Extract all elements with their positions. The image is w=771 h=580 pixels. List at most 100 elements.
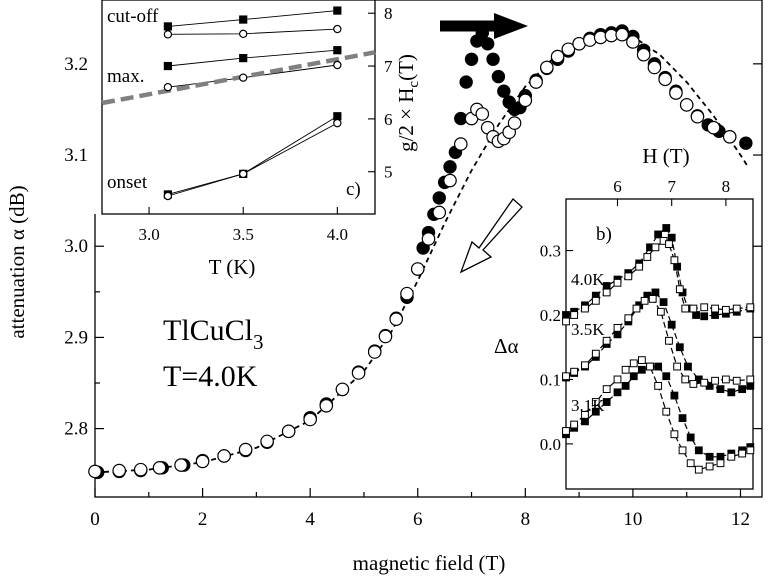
- inset-b-y-tick-label: 0.1: [540, 370, 561, 389]
- inset-c-background: [92, 0, 375, 214]
- label-4-0k: 4.0K: [571, 270, 605, 289]
- inset-b: 6 7 8 0.0 0.1 0.2 0.3 H (T) Δα b) 4.0K 3.5K 3…: [494, 144, 755, 490]
- inset-b-point-filled-square: [711, 311, 719, 319]
- inset-b-point-filled-square: [678, 414, 687, 423]
- main-point-open-circle: [690, 109, 705, 124]
- temperature-label: T=4.0K: [163, 360, 258, 393]
- inset-b-point-open-square: [562, 427, 570, 435]
- inset-c-x-tick-label: 4.0: [327, 225, 348, 244]
- main-y-tick-label: 2.8: [64, 419, 88, 440]
- inset-b-point-open-square: [732, 304, 741, 313]
- inset-c-point-filled-square: [333, 46, 342, 55]
- inset-b-point-open-square: [562, 317, 570, 326]
- inset-b-point-open-square: [643, 253, 652, 261]
- inset-b-point-open-square: [700, 303, 709, 312]
- inset-b-point-open-square: [656, 307, 665, 316]
- inset-b-point-open-square: [662, 407, 671, 416]
- main-point-open-circle: [367, 345, 382, 359]
- main-point-filled-circle: [443, 160, 457, 174]
- inset-b-y-axis-title: Δα: [494, 334, 519, 358]
- inset-b-point-open-square: [613, 323, 622, 332]
- main-point-open-circle: [260, 434, 274, 449]
- inset-c-x-axis-title: T (K): [209, 255, 256, 279]
- main-point-open-circle: [722, 129, 737, 144]
- inset-c: 3.0 3.5 4.0 5 6 7 8 T (K) g/2 × Hc(T) c) cut-…: [92, 0, 422, 279]
- main-point-open-circle: [88, 464, 102, 479]
- inset-c-y-tick-label: 5: [384, 163, 393, 182]
- inset-b-point-open-square: [675, 285, 684, 294]
- inset-b-point-filled-square: [602, 398, 611, 406]
- inset-b-x-tick-label: 6: [613, 177, 622, 196]
- inset-b-point-filled-square: [716, 385, 725, 394]
- inset-b-point-open-square: [640, 296, 649, 305]
- main-point-filled-circle: [739, 136, 753, 150]
- main-plot-frame: [94, 0, 763, 498]
- main-point-open-circle: [658, 72, 672, 87]
- main-x-tick-label: 12: [731, 509, 750, 530]
- inset-b-y-tick-label: 0.2: [540, 306, 561, 325]
- main-x-tick-label: 8: [521, 509, 531, 530]
- inset-b-point-open-square: [700, 378, 709, 387]
- sample-label-main: TlCuCl: [163, 314, 253, 347]
- inset-b-point-filled-square: [659, 298, 668, 307]
- main-point-filled-circle: [480, 37, 495, 51]
- inset-b-point-filled-square: [667, 233, 676, 242]
- inset-c-point-filled-square: [163, 22, 172, 31]
- inset-c-point-filled-square: [333, 112, 342, 121]
- main-y-axis-title: attenuation α (dB): [5, 185, 29, 338]
- main-dashed-curve: [94, 33, 750, 474]
- inset-b-point-open-square: [711, 304, 719, 313]
- main-point-open-circle: [378, 329, 393, 344]
- inset-b-point-open-square: [732, 376, 741, 385]
- inset-b-point-open-square: [746, 375, 755, 384]
- main-x-tick-label: 10: [623, 509, 642, 530]
- inset-c-point-open-circle: [239, 73, 248, 82]
- inset-b-point-filled-square: [700, 312, 709, 321]
- sample-label-subscript: 3: [253, 330, 264, 354]
- inset-b-point-open-square: [602, 336, 611, 345]
- inset-b-point-filled-square: [629, 372, 638, 381]
- inset-b-point-open-square: [654, 381, 663, 390]
- inset-b-point-filled-square: [746, 381, 755, 390]
- main-point-open-circle: [400, 286, 414, 301]
- main-point-open-circle: [174, 458, 188, 472]
- inset-b-point-open-square: [613, 278, 622, 287]
- inset-c-y-tick-label: 7: [384, 57, 393, 76]
- inset-b-point-open-square: [624, 314, 633, 323]
- inset-b-point-open-square: [738, 449, 747, 458]
- onset-label: onset: [107, 172, 148, 193]
- main-point-open-circle: [518, 93, 533, 108]
- inset-b-point-open-square: [646, 362, 654, 371]
- inset-c-x-tick-label: 3.0: [138, 225, 159, 244]
- inset-b-point-open-square: [581, 410, 589, 419]
- main-point-open-circle: [389, 312, 404, 326]
- main-point-open-circle: [550, 49, 565, 64]
- inset-b-point-open-square: [670, 430, 679, 439]
- inset-b-point-open-square: [629, 359, 638, 368]
- inset-b-panel-label: b): [596, 224, 612, 245]
- inset-b-point-open-square: [689, 304, 698, 313]
- inset-c-point-filled-square: [163, 61, 172, 71]
- main-y-tick-label: 2.9: [64, 327, 88, 348]
- inset-c-x-ticks: 3.0 3.5 4.0: [138, 207, 348, 244]
- main-dashed-fit-line: [94, 33, 750, 474]
- inset-c-y-axis-main: g/2 × H: [394, 88, 418, 152]
- main-y-tick-label: 3.0: [64, 236, 88, 257]
- inset-c-panel-label: c): [346, 179, 361, 200]
- inset-c-point-open-circle: [333, 118, 342, 128]
- inset-b-point-open-square: [591, 398, 600, 406]
- main-point-open-circle: [540, 60, 554, 75]
- main-point-open-circle: [133, 462, 148, 477]
- inset-b-point-filled-square: [670, 391, 679, 400]
- inset-b-point-open-square: [711, 376, 719, 385]
- label-3-5k: 3.5K: [571, 320, 605, 339]
- main-x-tick-label: 0: [90, 509, 100, 530]
- inset-c-point-open-circle: [163, 82, 173, 92]
- inset-b-point-open-square: [746, 303, 755, 312]
- inset-c-point-open-circle: [333, 60, 342, 70]
- main-point-open-circle: [152, 461, 167, 475]
- inset-b-point-open-square: [681, 304, 690, 313]
- main-x-tick-label: 6: [413, 509, 423, 530]
- main-point-open-circle: [217, 449, 231, 463]
